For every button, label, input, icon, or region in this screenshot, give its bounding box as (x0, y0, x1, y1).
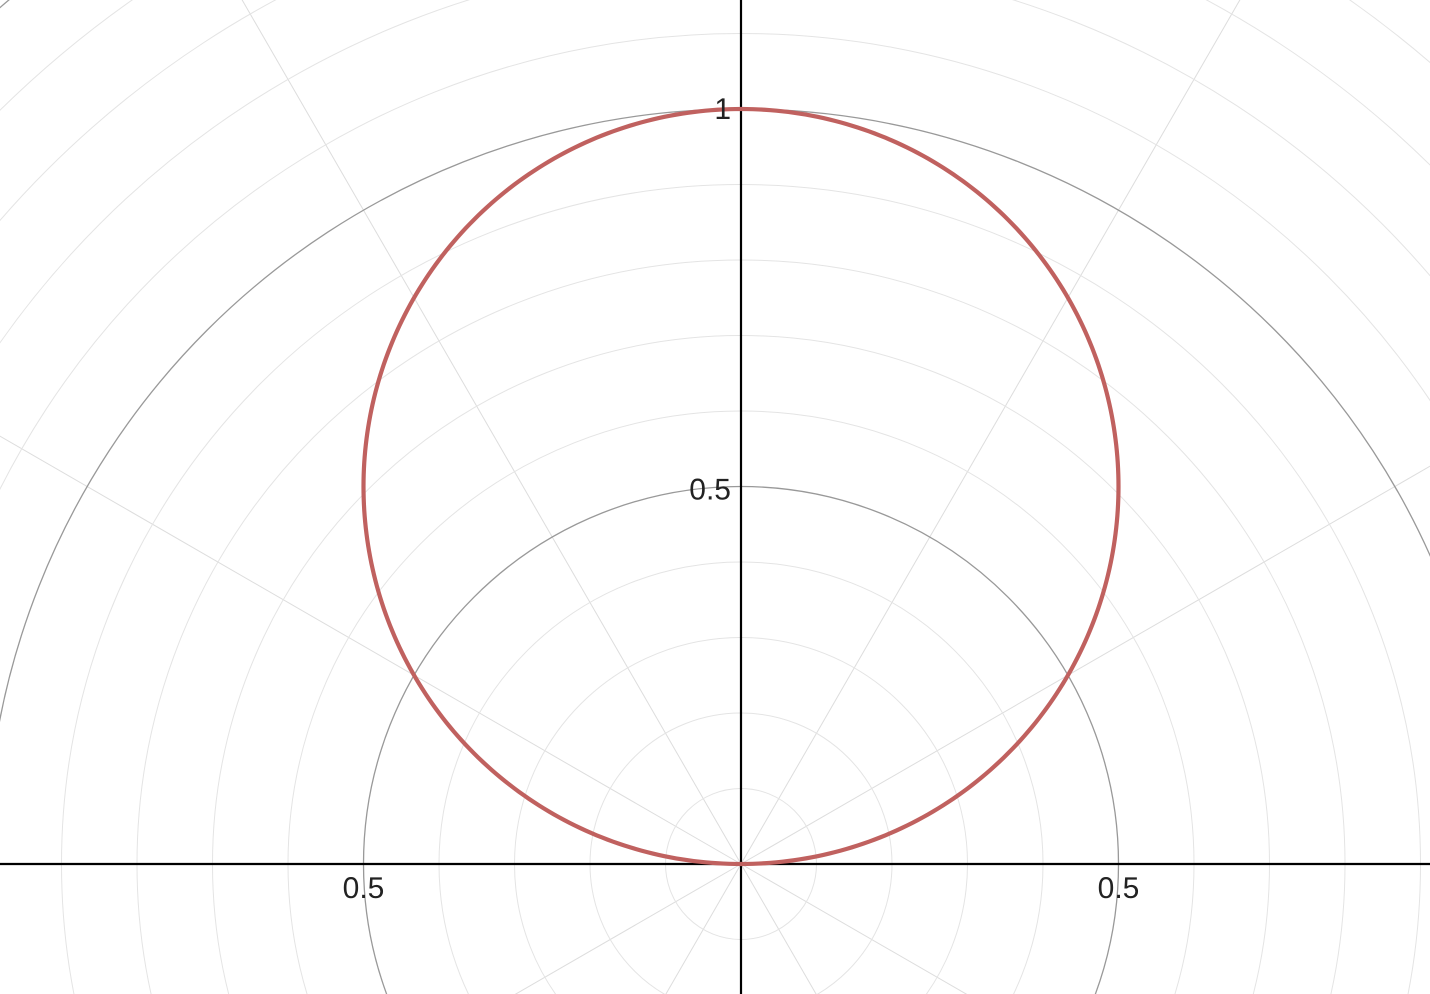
svg-text:0.5: 0.5 (689, 474, 731, 507)
svg-text:1: 1 (714, 93, 731, 126)
svg-text:0.5: 0.5 (1098, 872, 1140, 905)
svg-text:0.5: 0.5 (343, 872, 385, 905)
